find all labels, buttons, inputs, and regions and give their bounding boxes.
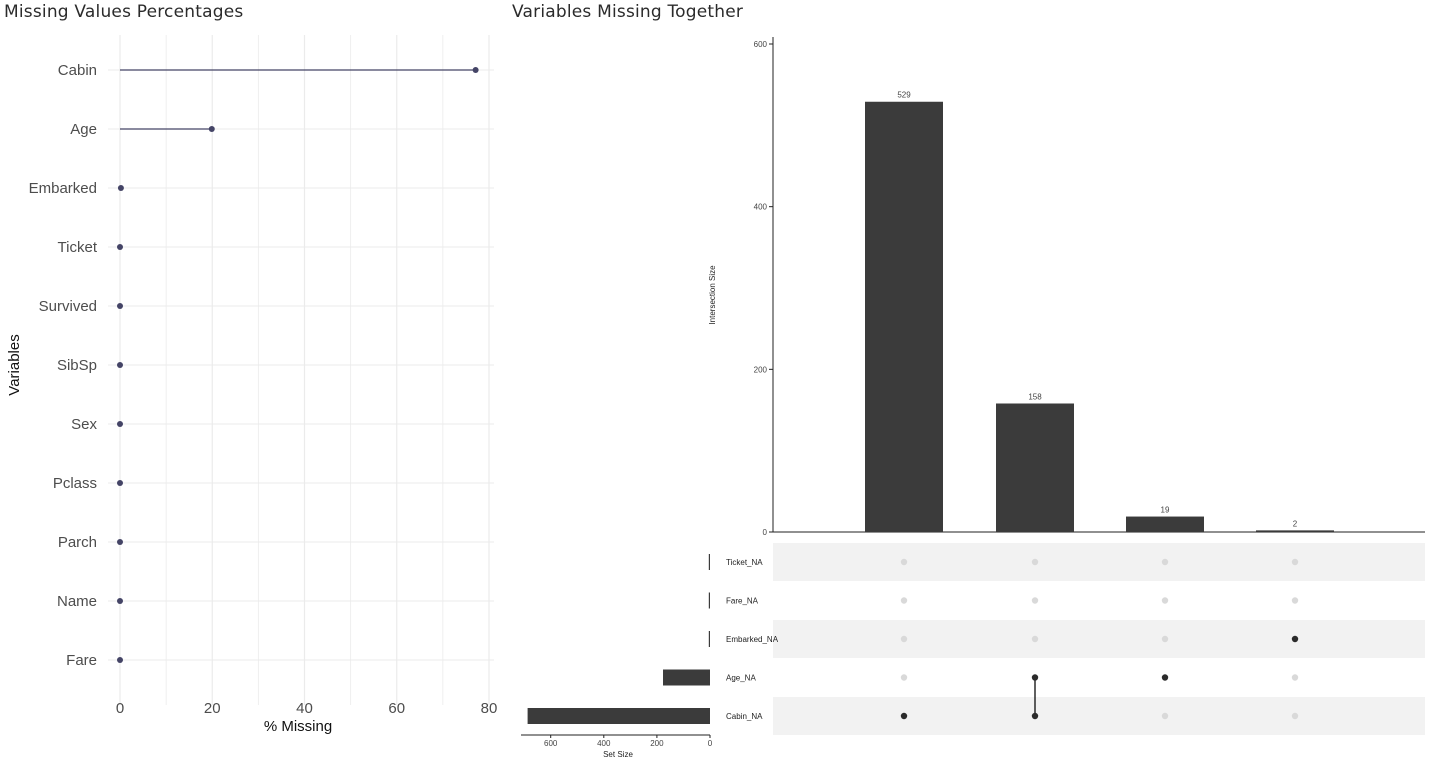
- matrix-dot-inactive: [1291, 597, 1299, 604]
- matrix-dot-active: [1291, 635, 1299, 643]
- matrix-dot-inactive: [900, 635, 908, 643]
- lollipop-point: [117, 657, 123, 663]
- y-tick-label: 0: [763, 528, 768, 537]
- matrix-dot-inactive: [1291, 674, 1299, 681]
- y-tick-label: Name: [57, 593, 97, 610]
- x-axis-label: % Missing: [264, 718, 332, 735]
- matrix-dot-inactive: [1031, 597, 1039, 604]
- lollipop-point: [117, 539, 123, 545]
- y-tick-label: Pclass: [53, 475, 97, 492]
- set-size-tick-label: 400: [597, 739, 611, 748]
- x-tick-label: 60: [388, 700, 405, 717]
- matrix-dot-inactive: [900, 597, 908, 604]
- set-name-label: Fare_NA: [726, 597, 759, 606]
- matrix-row-stripe: [773, 543, 1425, 581]
- set-size-axis-label: Set Size: [603, 750, 633, 759]
- matrix-dot-inactive: [1161, 558, 1169, 566]
- lollipop-point: [117, 244, 123, 250]
- matrix-dot-active: [1031, 674, 1039, 681]
- y-tick-label: Embarked: [29, 180, 97, 197]
- set-name-label: Embarked_NA: [726, 635, 779, 644]
- intersection-bar: [996, 403, 1074, 532]
- matrix-dot-inactive: [1031, 635, 1039, 643]
- set-size-bar: [527, 708, 710, 724]
- set-size-tick-label: 200: [650, 739, 664, 748]
- y-tick-label: Sex: [71, 416, 97, 433]
- matrix-dot-inactive: [1161, 597, 1169, 604]
- matrix-dot-active: [1031, 712, 1039, 720]
- x-tick-label: 0: [116, 700, 124, 717]
- matrix-dot-active: [1161, 674, 1169, 681]
- y-tick-label: SibSp: [57, 357, 97, 374]
- lollipop-point: [208, 126, 215, 132]
- y-tick-label: 600: [754, 40, 768, 49]
- missing-percentages-chart: Cabin Age Embarked Ticket Survived SibSp Sex Pc…: [6, 35, 498, 735]
- y-tick-label: Fare: [66, 652, 97, 669]
- lollipop-point: [472, 67, 479, 73]
- y-tick-label: 200: [754, 365, 768, 374]
- bar-value-label: 529: [897, 91, 911, 100]
- set-size-bar: [663, 669, 710, 686]
- bar-value-label: 2: [1293, 519, 1298, 528]
- intersection-bar: [865, 101, 943, 532]
- lollipop-point: [117, 362, 123, 368]
- matrix-dot-inactive: [900, 558, 908, 566]
- set-size-bar: [708, 631, 710, 647]
- set-size-tick-label: 0: [708, 739, 713, 748]
- y-axis-label: Intersection Size: [708, 265, 717, 325]
- set-size-bar: [708, 554, 710, 570]
- lollipop-point: [117, 598, 123, 604]
- matrix-dot-inactive: [900, 674, 908, 681]
- lollipop-point: [117, 303, 123, 309]
- set-name-label: Ticket_NA: [726, 558, 763, 567]
- upset-chart: 0 200 400 600 Intersection Size 529 158 19 2 Tick…: [521, 37, 1425, 759]
- x-tick-label: 20: [204, 700, 221, 717]
- matrix-dot-active: [900, 712, 908, 720]
- y-tick-label: Ticket: [58, 239, 98, 256]
- y-tick-label: Age: [70, 121, 97, 138]
- x-tick-label: 80: [481, 700, 498, 717]
- set-size-bar: [708, 592, 710, 609]
- intersection-bar: [1256, 530, 1334, 532]
- set-name-label: Age_NA: [726, 674, 756, 683]
- y-tick-label: 400: [754, 203, 768, 212]
- lollipop-point: [117, 421, 123, 427]
- lollipop-point: [117, 185, 124, 191]
- x-tick-label: 40: [296, 700, 313, 717]
- matrix-dot-inactive: [1161, 712, 1169, 720]
- matrix-dot-inactive: [1291, 712, 1299, 720]
- set-size-tick-label: 600: [544, 739, 558, 748]
- matrix-dot-inactive: [1161, 635, 1169, 643]
- lollipop-point: [117, 480, 123, 486]
- matrix-row-stripe: [773, 620, 1425, 658]
- left-chart-title: Missing Values Percentages: [4, 2, 244, 22]
- bar-value-label: 158: [1028, 392, 1042, 401]
- matrix-dot-inactive: [1291, 558, 1299, 566]
- right-chart-title: Variables Missing Together: [512, 2, 744, 22]
- matrix-dot-inactive: [1031, 558, 1039, 566]
- bar-value-label: 19: [1161, 506, 1170, 515]
- set-name-label: Cabin_NA: [726, 712, 763, 721]
- y-axis-label: Variables: [6, 334, 23, 395]
- y-tick-label: Cabin: [58, 62, 97, 79]
- intersection-bar: [1126, 516, 1204, 532]
- y-tick-label: Parch: [58, 534, 97, 551]
- matrix-row-stripe: [773, 697, 1425, 735]
- y-tick-label: Survived: [39, 298, 97, 315]
